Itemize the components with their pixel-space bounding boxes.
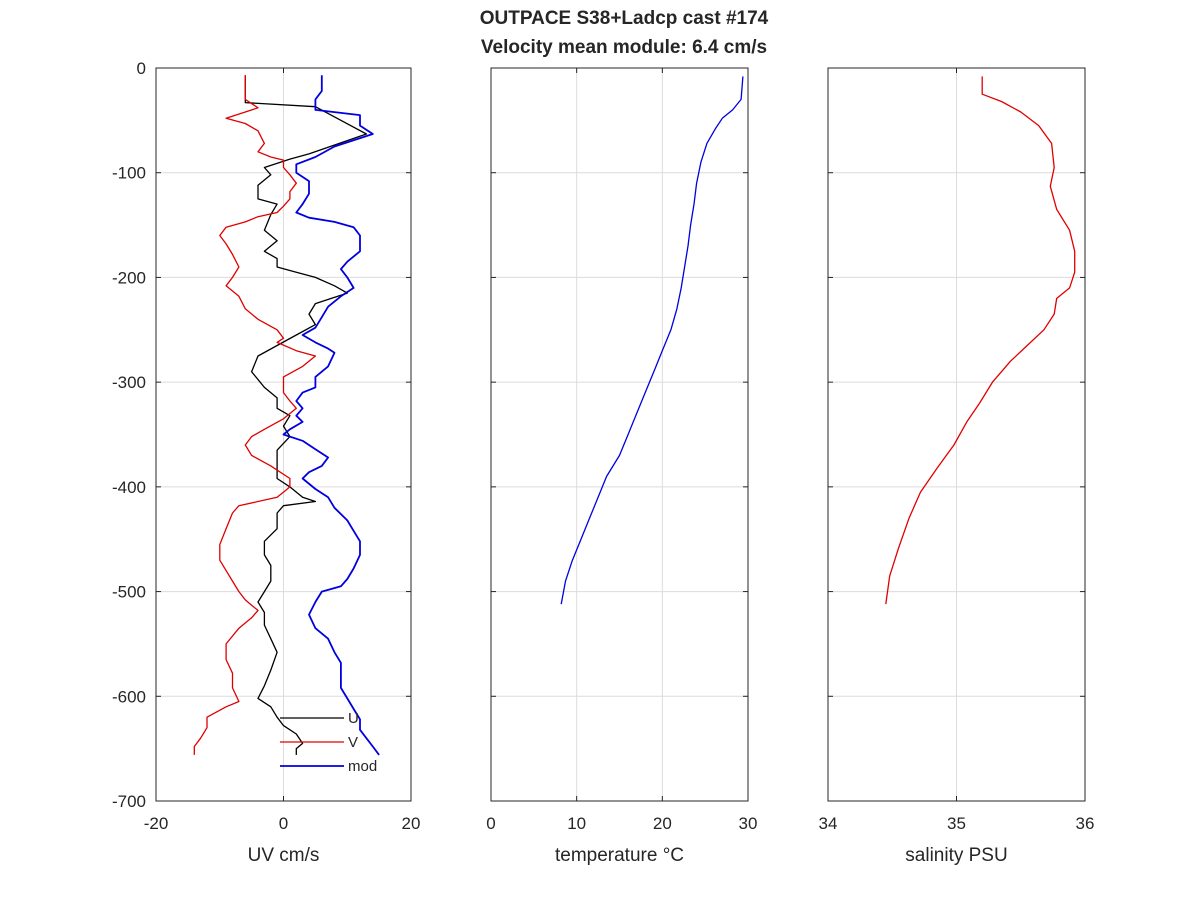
panel-3-xlabel: salinity PSU bbox=[905, 845, 1007, 866]
legend-label-u: U bbox=[348, 710, 359, 727]
panel-1-ytick-label-7: -700 bbox=[112, 792, 146, 811]
panel-1-ytick-label-2: -200 bbox=[112, 268, 146, 287]
panel-1-series-mod bbox=[282, 75, 380, 756]
panel-3-xtick-label-2: 36 bbox=[1076, 814, 1095, 833]
panel-1-ytick-label-6: -600 bbox=[112, 687, 146, 706]
panel-1-ytick-label-1: -100 bbox=[112, 164, 146, 183]
panel-1-xlabel: UV cm/s bbox=[248, 845, 320, 866]
panel-2: 0 10 20 30 temperature °C bbox=[486, 67, 758, 866]
panel-3: 34 35 36 salinity PSU bbox=[819, 67, 1095, 866]
panel-3-xtick-label-1: 35 bbox=[947, 814, 966, 833]
panel-3-series-salinity bbox=[885, 76, 1076, 605]
panel-2-xlabel: temperature °C bbox=[555, 845, 684, 866]
panel-1-xtick-label-0: -20 bbox=[144, 814, 169, 833]
panel-1-ytick-label-4: -400 bbox=[112, 478, 146, 497]
chart-title-line1: OUTPACE S38+Ladcp cast #174 bbox=[480, 8, 769, 29]
panel-2-xtick-label-3: 30 bbox=[739, 814, 758, 833]
chart-title-line2: Velocity mean module: 6.4 cm/s bbox=[481, 37, 767, 58]
panel-3-xtick-label-0: 34 bbox=[819, 814, 838, 833]
panel-2-xtick-label-2: 20 bbox=[653, 814, 672, 833]
panel-1-ytick-label-3: -300 bbox=[112, 373, 146, 392]
panel-2-xtick-label-0: 0 bbox=[486, 814, 495, 833]
panel-1-series-v bbox=[193, 75, 317, 755]
panel-2-series-temperature bbox=[560, 76, 744, 605]
panel-2-axes-box bbox=[490, 67, 749, 802]
panel-1-ytick-label-5: -500 bbox=[112, 583, 146, 602]
panel-1-xtick-label-2: 20 bbox=[402, 814, 421, 833]
panel-1-xtick-label-1: 0 bbox=[279, 814, 288, 833]
legend-label-v: V bbox=[348, 734, 358, 751]
panel-2-xtick-label-1: 10 bbox=[567, 814, 586, 833]
panel-1-series-u bbox=[244, 75, 368, 755]
panel-1-ytick-label-0: 0 bbox=[137, 59, 146, 78]
legend-label-mod: mod bbox=[348, 758, 377, 775]
